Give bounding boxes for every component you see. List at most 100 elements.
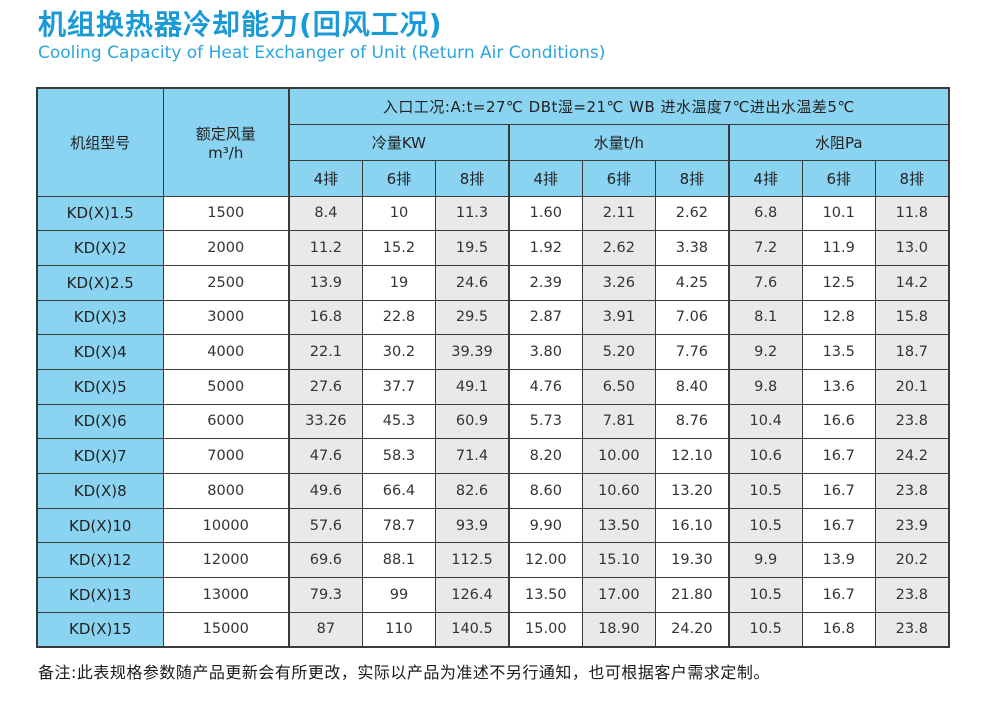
value-cell: 7.76 [654,334,730,370]
value-cell: 10.1 [801,195,876,232]
subcol-header: 8排 [654,159,730,197]
value-cell: 8.40 [654,368,730,405]
value-cell: 19 [361,264,437,301]
value-cell: 15.10 [581,542,656,579]
value-cell: 13.9 [801,542,876,579]
airflow-cell: 5000 [162,368,290,405]
value-cell: 4.25 [654,264,730,301]
value-cell: 5.20 [581,334,656,370]
value-cell: 10.4 [727,403,803,440]
value-cell: 18.7 [874,334,950,370]
value-cell: 20.2 [874,542,950,579]
value-cell: 7.06 [654,299,730,336]
value-cell: 11.3 [435,195,510,232]
table-row: KD(X)10 10000 57.6 78.7 93.9 9.90 13.50 16.10 10… [36,507,950,544]
value-cell: 110 [361,611,437,648]
value-cell: 16.6 [801,403,876,440]
airflow-cell: 3000 [162,299,290,336]
value-cell: 3.91 [581,299,656,336]
airflow-cell: 6000 [162,403,290,440]
value-cell: 6.50 [581,368,656,405]
value-cell: 23.8 [874,577,950,613]
value-cell: 9.9 [727,542,803,579]
table-row: KD(X)8 8000 49.6 66.4 82.6 8.60 10.60 13.20 10.5… [36,473,950,509]
model-cell: KD(X)2.5 [36,264,164,301]
table-row: KD(X)15 15000 87 110 140.5 15.00 18.90 24.20 10.… [36,611,950,648]
value-cell: 23.8 [874,611,950,648]
header-row-groups: 冷量KW 水量t/h 水阻Pa [37,123,950,161]
value-cell: 13.50 [581,507,656,544]
airflow-cell: 4000 [162,334,290,370]
value-cell: 37.7 [361,368,437,405]
model-cell: KD(X)6 [36,403,164,440]
table-row: KD(X)4 4000 22.1 30.2 39.39 3.80 5.20 7.76 9.2 13… [36,334,950,370]
value-cell: 23.8 [874,473,950,509]
table-row: KD(X)5 5000 27.6 37.7 49.1 4.76 6.50 8.40 9.8 13.… [36,368,950,405]
subcol-header: 8排 [435,159,510,197]
value-cell: 8.4 [287,195,363,232]
value-cell: 112.5 [435,542,510,579]
value-cell: 99 [361,577,437,613]
table-row: KD(X)6 6000 33.26 45.3 60.9 5.73 7.81 8.76 10.4 1… [36,403,950,440]
table-row: KD(X)2 2000 11.2 15.2 19.5 1.92 2.62 3.38 7.2 11.… [36,230,950,266]
value-cell: 7.2 [727,230,803,266]
value-cell: 49.1 [435,368,510,405]
value-cell: 10 [361,195,437,232]
model-cell: KD(X)2 [36,230,164,266]
catalog-page: 机组换热器冷却能力(回风工况) Cooling Capacity of Heat… [36,8,950,682]
airflow-cell: 2500 [162,264,290,301]
value-cell: 9.90 [507,507,583,544]
value-cell: 13.50 [507,577,583,613]
airflow-cell: 1500 [162,195,290,232]
subcol-header: 6排 [361,159,437,197]
value-cell: 15.8 [874,299,950,336]
table-header: 机组型号 额定风量 m³/h 入口工况:A:t=27℃ DBt湿=21℃ WB … [36,87,950,197]
value-cell: 10.5 [727,473,803,509]
value-cell: 13.20 [654,473,730,509]
value-cell: 7.81 [581,403,656,440]
value-cell: 19.30 [654,542,730,579]
model-cell: KD(X)8 [36,473,164,509]
page-title-zh: 机组换热器冷却能力(回风工况) [38,8,443,41]
value-cell: 4.76 [507,368,583,405]
airflow-cell: 10000 [162,507,290,544]
value-cell: 16.7 [801,473,876,509]
value-cell: 21.80 [654,577,730,613]
value-cell: 24.20 [654,611,730,648]
model-cell: KD(X)5 [36,368,164,405]
value-cell: 13.9 [287,264,363,301]
table-row: KD(X)13 13000 79.3 99 126.4 13.50 17.00 21.80 10… [36,577,950,613]
table-row: KD(X)3 3000 16.8 22.8 29.5 2.87 3.91 7.06 8.1 12.… [36,299,950,336]
value-cell: 13.5 [801,334,876,370]
value-cell: 5.73 [507,403,583,440]
value-cell: 16.7 [801,577,876,613]
value-cell: 78.7 [361,507,437,544]
value-cell: 7.6 [727,264,803,301]
value-cell: 3.38 [654,230,730,266]
value-cell: 10.5 [727,507,803,544]
subcol-header: 4排 [287,159,363,197]
value-cell: 3.80 [507,334,583,370]
value-cell: 17.00 [581,577,656,613]
value-cell: 6.8 [727,195,803,232]
value-cell: 8.76 [654,403,730,440]
value-cell: 23.9 [874,507,950,544]
value-cell: 87 [287,611,363,648]
value-cell: 47.6 [287,438,363,474]
value-cell: 2.62 [654,195,730,232]
value-cell: 19.5 [435,230,510,266]
footer-note: 备注:此表规格参数随产品更新会有所更改，实际以产品为准述不另行通知，也可根据客户… [38,662,770,682]
value-cell: 79.3 [287,577,363,613]
value-cell: 57.6 [287,507,363,544]
value-cell: 8.20 [507,438,583,474]
value-cell: 15.2 [361,230,437,266]
model-cell: KD(X)10 [36,507,164,544]
value-cell: 15.00 [507,611,583,648]
airflow-cell: 8000 [162,473,290,509]
value-cell: 10.6 [727,438,803,474]
value-cell: 2.62 [581,230,656,266]
value-cell: 12.00 [507,542,583,579]
col-header-airflow: 额定风量 m³/h [162,87,290,197]
airflow-label-line2: m³/h [208,143,244,162]
value-cell: 8.60 [507,473,583,509]
